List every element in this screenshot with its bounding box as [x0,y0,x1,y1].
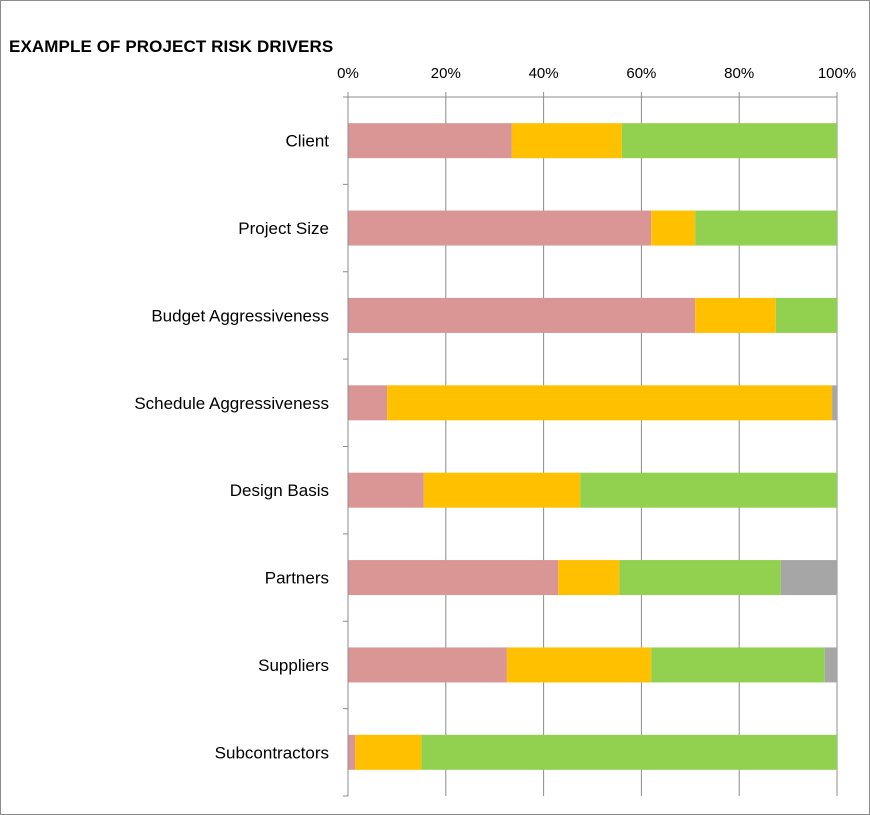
bar-segment [348,472,424,508]
bar-segment [780,560,837,596]
x-tick-label: 60% [626,65,656,82]
category-label: Partners [265,569,329,588]
bar-segment [348,385,388,421]
category-label: Client [286,132,330,151]
bar-segment [558,560,620,596]
category-label: Project Size [238,219,329,238]
x-tick-label: 20% [431,65,461,82]
chart-title: EXAMPLE OF PROJECT RISK DRIVERS [9,37,334,56]
bar-segment [348,734,356,770]
bar-segment [651,647,825,683]
bar-segment [621,123,837,159]
bar-segment [651,210,696,246]
bar-segment [421,734,837,770]
bar-segment [775,297,837,333]
category-label: Schedule Aggressiveness [134,394,329,413]
bar-segment [824,647,837,683]
bar-segment [348,647,507,683]
labels: 0% 20% 40% 60% 80% 100% Client Project Size Budg… [134,65,856,762]
bar-segment [387,385,833,421]
bar-segment [832,385,837,421]
gridlines [347,97,838,796]
bar-segment [348,210,652,246]
bar-segment [348,560,559,596]
bar-segment [695,297,776,333]
x-tick-label: 80% [724,65,754,82]
x-tick-label: 40% [529,65,559,82]
bar-segment [423,472,581,508]
category-label: Suppliers [258,656,329,675]
bar-segment [580,472,837,508]
bar-segment [348,123,512,159]
x-tick-label: 100% [818,65,856,82]
bar-segment [619,560,781,596]
category-label: Budget Aggressiveness [151,306,329,325]
bar-segment [348,297,696,333]
axes [343,92,838,797]
category-label: Design Basis [230,481,329,500]
x-tick-label: 0% [337,65,359,82]
bar-segment [506,647,652,683]
bar-segment [511,123,622,159]
bar-segment [695,210,837,246]
category-label: Subcontractors [215,743,329,762]
bar-segment [355,734,422,770]
bars [348,123,837,770]
